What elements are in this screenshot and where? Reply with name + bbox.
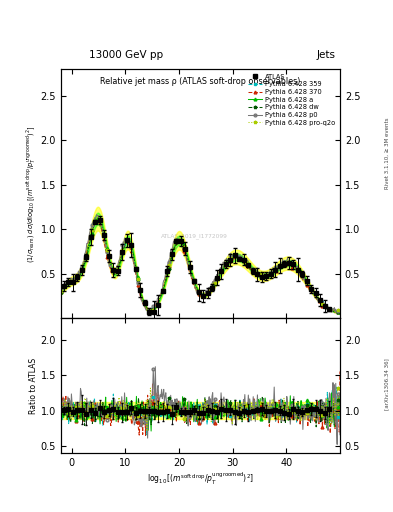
Text: ATLAS_2019_I1772099: ATLAS_2019_I1772099 — [162, 233, 228, 239]
Text: 13000 GeV pp: 13000 GeV pp — [89, 50, 163, 60]
X-axis label: $\log_{10}[(m^{\rm soft\,drop}/p_T^{\rm ungroomed})^2]$: $\log_{10}[(m^{\rm soft\,drop}/p_T^{\rm … — [147, 471, 254, 487]
Text: Relative jet mass ρ (ATLAS soft-drop observables): Relative jet mass ρ (ATLAS soft-drop obs… — [100, 77, 301, 86]
Text: Rivet 3.1.10, ≥ 3M events: Rivet 3.1.10, ≥ 3M events — [385, 118, 389, 189]
Text: Jets: Jets — [317, 50, 336, 60]
Text: [arXiv:1306.34 36]: [arXiv:1306.34 36] — [385, 358, 389, 410]
Legend: ATLAS, Pythia 6.428 359, Pythia 6.428 370, Pythia 6.428 a, Pythia 6.428 dw, Pyth: ATLAS, Pythia 6.428 359, Pythia 6.428 37… — [246, 73, 337, 127]
Y-axis label: Ratio to ATLAS: Ratio to ATLAS — [29, 358, 38, 414]
Y-axis label: $(1/\sigma_{\rm resm})$ $d\sigma/d\log_{10}[(m^{\rm soft\,drop}/p_T^{\rm ungroom: $(1/\sigma_{\rm resm})$ $d\sigma/d\log_{… — [24, 125, 38, 263]
